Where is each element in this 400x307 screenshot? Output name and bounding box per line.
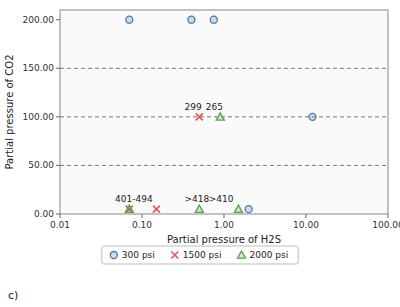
reference-line	[60, 68, 388, 69]
legend-marker	[237, 251, 245, 258]
y-tick	[56, 19, 60, 20]
y-tick-label: 150.00	[23, 63, 55, 73]
point	[216, 113, 224, 120]
y-tick-label: 0.00	[34, 209, 54, 219]
y-tick	[56, 165, 60, 166]
reference-line	[60, 116, 388, 117]
legend-box	[102, 246, 298, 264]
legend-marker	[110, 252, 117, 259]
point	[210, 16, 217, 23]
series	[126, 16, 316, 212]
x-tick	[306, 214, 307, 218]
annotation: >410	[209, 194, 234, 204]
x-tick-label: 0.10	[132, 220, 152, 230]
chart: 0.01 0.10 1.00 10.00 100.00 0.00 50.00 100.00 15…	[0, 0, 400, 307]
x-tick-label: 1.00	[214, 220, 234, 230]
point	[196, 113, 203, 120]
x-tick	[388, 214, 389, 218]
y-tick-label: 200.00	[23, 15, 55, 25]
x-tick	[142, 214, 143, 218]
point	[188, 16, 195, 23]
legend-marker	[171, 252, 178, 259]
x-axis-label: Partial pressure of H2S	[167, 234, 281, 245]
annotation: 265	[206, 102, 223, 112]
annotation: >418	[185, 194, 210, 204]
plot-marks	[60, 16, 388, 212]
point	[126, 16, 133, 23]
y-tick	[56, 116, 60, 117]
x-tick-label: 10.00	[293, 220, 319, 230]
x-tick-label: 100.00	[372, 220, 400, 230]
y-tick-label: 100.00	[23, 112, 55, 122]
x-tick	[60, 214, 61, 218]
point	[126, 206, 133, 213]
legend-label: 1500 psi	[183, 250, 222, 260]
point	[234, 205, 242, 212]
point	[153, 206, 160, 213]
x-tick-label: 0.01	[50, 220, 70, 230]
point	[309, 113, 316, 120]
annotation: 299	[185, 102, 202, 112]
y-tick	[56, 214, 60, 215]
legend-label: 2000 psi	[249, 250, 288, 260]
point	[125, 205, 133, 212]
panel-label: c)	[8, 289, 18, 302]
point	[245, 206, 252, 213]
legend: 300 psi 1500 psi 2000 psi	[102, 246, 298, 264]
plot-frame	[60, 10, 388, 214]
y-axis-label: Partial pressure of CO2	[4, 54, 15, 169]
plot-area	[60, 10, 388, 214]
reference-line	[60, 165, 388, 166]
annotation: 401-494	[115, 194, 153, 204]
x-tick	[224, 214, 225, 218]
y-tick	[56, 68, 60, 69]
y-tick-label: 50.00	[28, 160, 54, 170]
legend-label: 300 psi	[122, 250, 155, 260]
point	[195, 205, 203, 212]
